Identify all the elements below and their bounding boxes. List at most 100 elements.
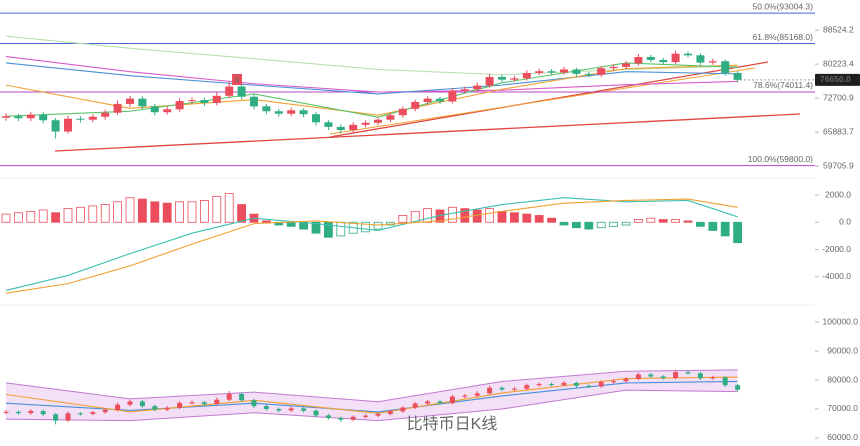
- candle-body: [609, 66, 618, 69]
- mini-candle-body: [611, 381, 617, 383]
- mini-candle-body: [251, 400, 257, 407]
- signal-box: [232, 74, 242, 85]
- last-price-label: 76650.0: [820, 74, 851, 84]
- mini-candle-body: [474, 393, 480, 396]
- y-tick-label: 59705.9: [823, 160, 854, 170]
- candle-body: [361, 122, 370, 125]
- candle-body: [398, 108, 407, 116]
- macd-bar: [1, 213, 11, 223]
- candle-body: [436, 98, 444, 102]
- mini-candle-body: [189, 402, 195, 404]
- macd-bar: [733, 221, 742, 244]
- mini-candle-body: [263, 406, 269, 409]
- candle-body: [584, 73, 593, 75]
- candle-body: [423, 98, 432, 102]
- candle-body: [646, 57, 655, 60]
- macd-bar: [621, 221, 631, 226]
- mini-candle-body: [710, 377, 716, 379]
- macd-bar: [696, 221, 705, 227]
- macd-bar: [261, 220, 271, 223]
- macd-bar: [609, 221, 618, 227]
- trend-line: [54, 113, 801, 152]
- mini-candle-body: [487, 387, 493, 394]
- candle-body: [312, 114, 320, 123]
- candle-body: [448, 90, 457, 102]
- mini-candle-body: [127, 401, 133, 405]
- macd-bar: [646, 217, 656, 223]
- fib-label: 100.0%(59800.0): [748, 154, 813, 164]
- candle-body: [250, 96, 258, 107]
- mini-candle-body: [549, 384, 555, 386]
- macd-bar: [522, 213, 532, 223]
- macd-bar: [88, 205, 98, 223]
- mini-candle-body: [586, 385, 592, 387]
- candle-body: [212, 95, 221, 103]
- candle-body: [101, 112, 110, 117]
- fib-label: 78.6%(74011.4): [753, 80, 813, 90]
- macd-bar: [547, 217, 556, 223]
- mini-candle-body: [722, 377, 728, 386]
- mini-candle-body: [623, 378, 629, 382]
- y-tick-label: 70000.0: [827, 403, 858, 413]
- mini-candle-body: [573, 382, 579, 386]
- candle-body: [14, 116, 23, 119]
- mini-candle-body: [635, 374, 641, 379]
- macd-bar: [497, 210, 507, 223]
- candle-body: [150, 106, 159, 113]
- macd-bar: [336, 221, 346, 237]
- band-edge: [5, 389, 738, 422]
- macd-bar: [509, 212, 519, 223]
- macd-bar: [311, 221, 321, 234]
- mini-candle-body: [561, 382, 567, 385]
- candle-body: [374, 119, 382, 123]
- mini-candle-body: [363, 415, 369, 417]
- y-tick-label: 80000.0: [827, 374, 858, 384]
- mini-candle-body: [77, 413, 83, 415]
- fib-label: 50.0%(93004.3): [753, 1, 814, 11]
- mini-candle-body: [102, 409, 108, 413]
- candle-body: [26, 114, 35, 119]
- macd-bar: [212, 195, 222, 223]
- y-tick-label: -2000.0: [822, 244, 851, 254]
- mini-candle-body: [201, 402, 207, 405]
- macd-bar: [162, 202, 172, 223]
- macd-bar: [671, 219, 680, 223]
- y-tick-label: 0.0: [839, 217, 851, 227]
- candle-body: [696, 55, 705, 63]
- candle-body: [411, 101, 420, 109]
- macd-bar: [76, 206, 85, 223]
- macd-bar: [100, 204, 110, 223]
- mini-candle-body: [139, 401, 145, 407]
- macd-bar: [63, 208, 73, 223]
- macd-bar: [485, 208, 495, 223]
- macd-bar: [584, 221, 594, 230]
- candle-body: [510, 78, 519, 80]
- candle-body: [39, 114, 48, 121]
- indicator-line: [5, 380, 738, 413]
- macd-bar: [224, 193, 234, 223]
- macd-bar: [534, 215, 544, 223]
- mini-candle-body: [276, 408, 282, 411]
- candle-body: [622, 63, 630, 67]
- candle-body: [163, 109, 172, 113]
- candle-body: [733, 72, 742, 80]
- candle-body: [88, 116, 97, 120]
- macd-bar: [150, 201, 160, 223]
- macd-bar: [423, 208, 433, 223]
- candle-body: [299, 110, 308, 115]
- mini-candle-body: [673, 372, 679, 378]
- macd-bar: [137, 198, 147, 223]
- y-tick-label: 88524.2: [823, 24, 854, 34]
- candle-body: [113, 103, 122, 113]
- y-tick-label: -4000.0: [822, 271, 851, 281]
- mini-candle-body: [177, 402, 183, 408]
- candle-body: [572, 69, 581, 74]
- mini-candle-body: [325, 415, 331, 418]
- macd-bar: [13, 212, 23, 223]
- candle-body: [386, 115, 395, 120]
- y-tick-label: 65883.7: [823, 126, 854, 136]
- indicator-line: [5, 56, 738, 93]
- y-tick-label: 80223.4: [823, 58, 854, 68]
- macd-bar: [51, 212, 60, 223]
- mini-candle-body: [15, 411, 21, 414]
